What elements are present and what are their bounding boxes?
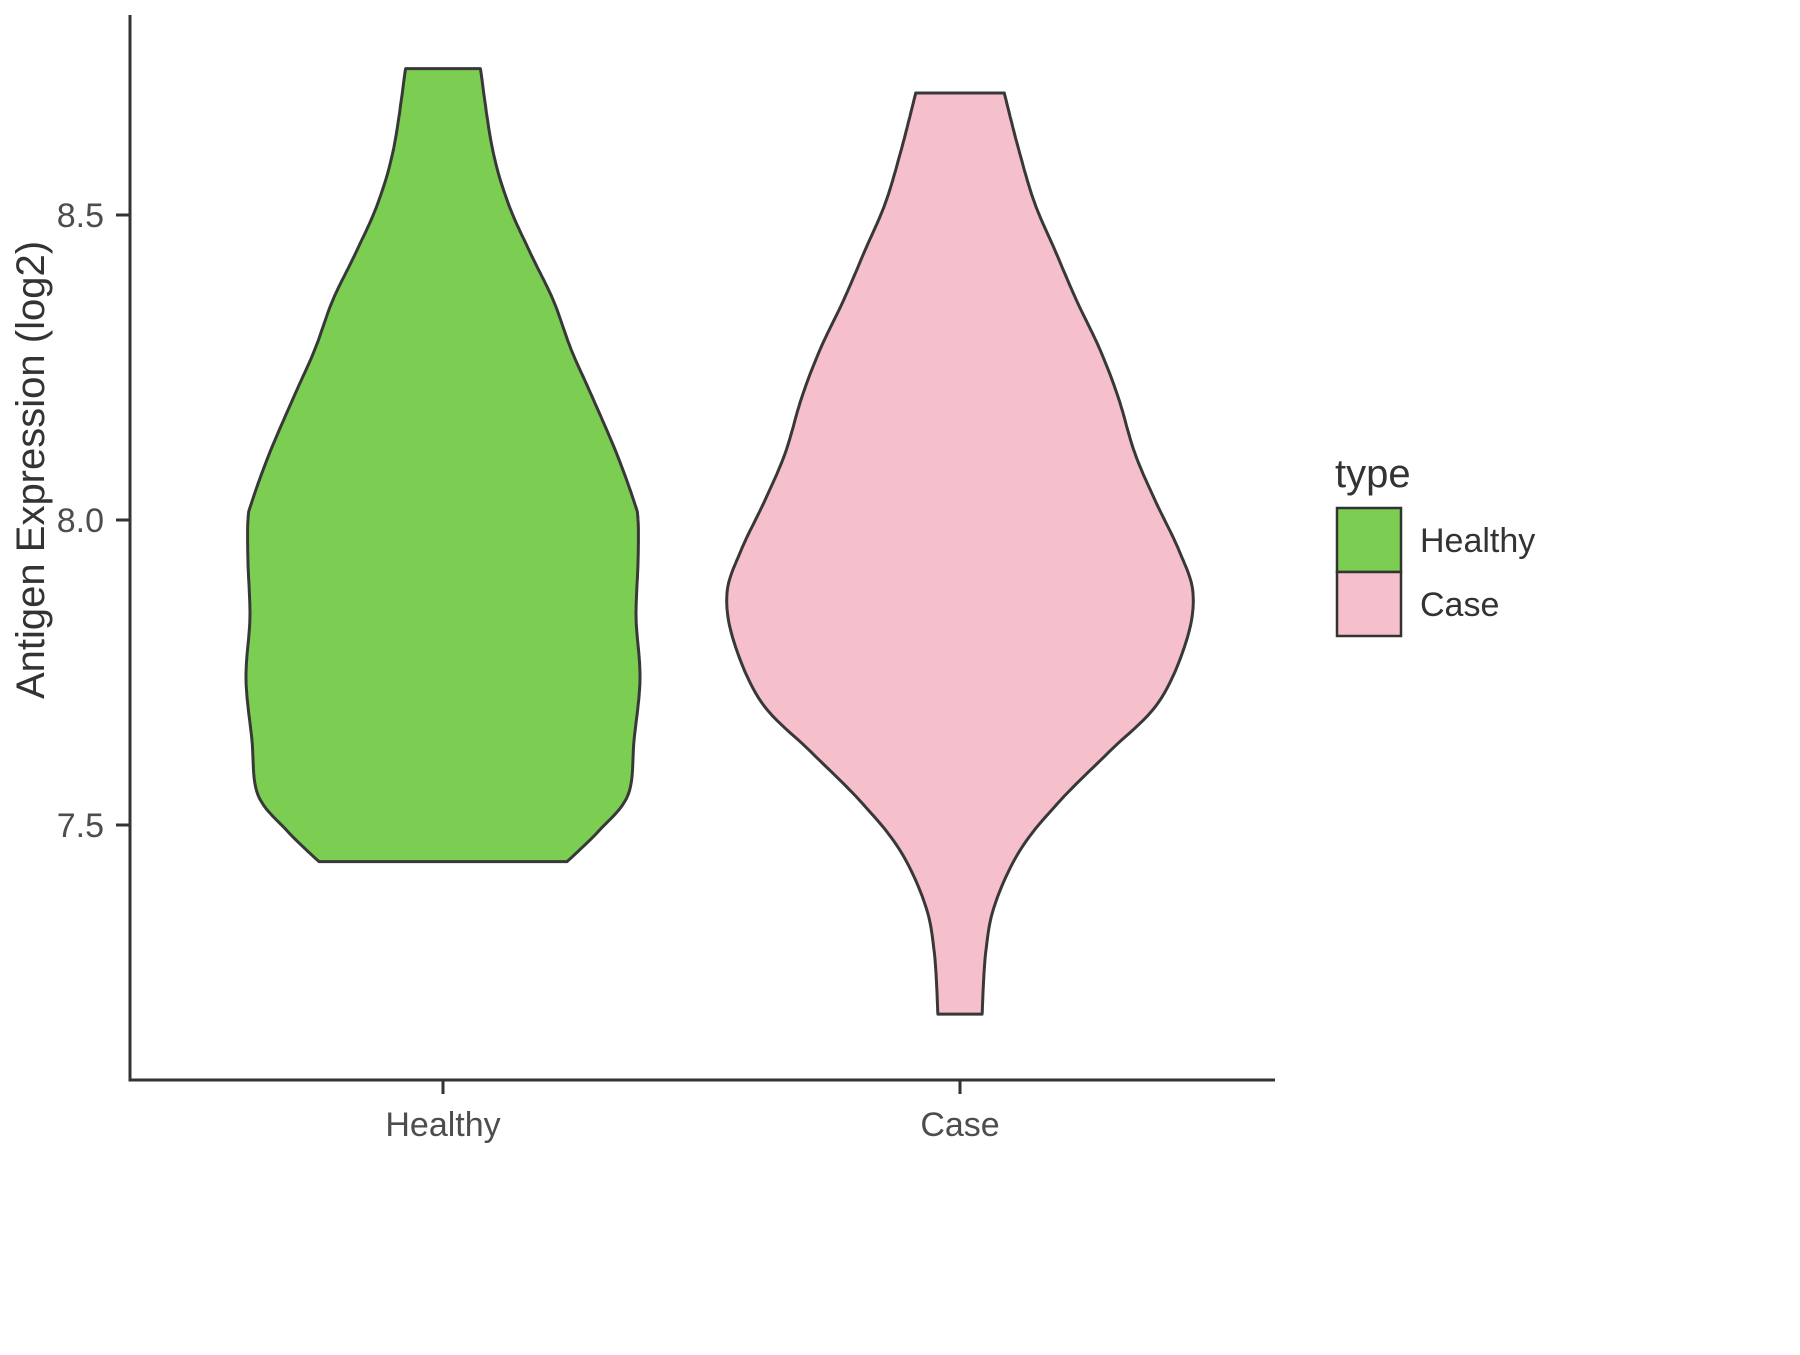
legend-key-case [1335,570,1403,638]
legend-label-healthy: Healthy [1420,522,1535,560]
y-axis-ticks: 7.5 8.0 8.5 [57,197,130,845]
legend-entry-healthy: Healthy [1335,506,1535,574]
legend-label-case: Case [1420,586,1499,624]
legend-title: type [1335,452,1411,496]
x-tick-label: Case [920,1106,999,1144]
legend-entry-case: Case [1335,570,1499,638]
y-tick-label: 7.5 [57,807,104,845]
legend: type Healthy Case [1335,452,1535,638]
y-tick-label: 8.5 [57,197,104,235]
violins-group [244,67,1195,1016]
y-axis-title: Antigen Expression (log2) [9,241,53,699]
legend-key-healthy [1335,506,1403,574]
y-tick-label: 8.0 [57,502,104,540]
x-axis-ticks: Healthy Case [385,1080,1000,1144]
x-tick-label: Healthy [385,1106,500,1144]
violin-case [725,91,1195,1016]
violin-healthy [244,67,642,864]
